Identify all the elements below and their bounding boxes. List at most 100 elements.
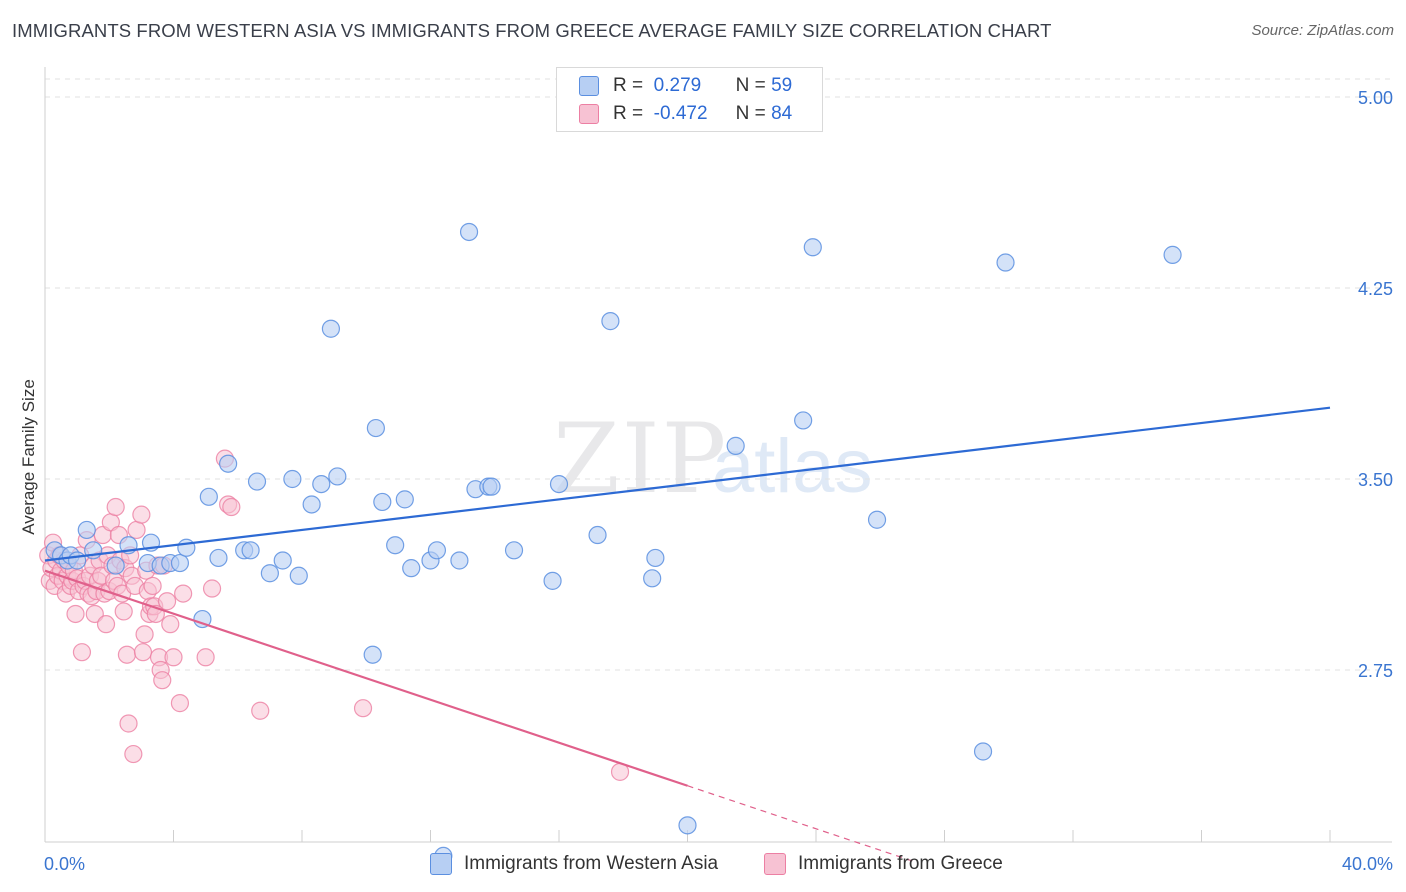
western-asia-point — [402, 559, 421, 578]
gridlines — [45, 78, 1392, 671]
western-asia-point — [260, 564, 279, 583]
greece-point — [66, 604, 85, 624]
greece-point — [135, 625, 154, 644]
greece-point — [143, 576, 162, 596]
greece-point — [251, 701, 270, 720]
western-asia-point — [803, 238, 822, 257]
legend-row-greece: R = -0.472 N = 84 — [579, 101, 792, 127]
western-asia-point — [177, 538, 196, 557]
western-asia-point — [68, 551, 87, 570]
western-asia-point — [106, 556, 125, 575]
western-asia-point — [395, 490, 414, 509]
greece-points — [39, 449, 630, 781]
western-asia-point — [366, 418, 385, 438]
trendlines — [44, 406, 1331, 862]
western-asia-point — [450, 551, 469, 570]
watermark: ZIP atlas — [553, 403, 873, 515]
western-asia-point — [643, 569, 662, 588]
greece-point — [133, 643, 153, 662]
greece-point — [127, 520, 146, 540]
legend-swatch-blue — [579, 76, 599, 96]
bottom-legend-label: Immigrants from Western Asia — [464, 853, 719, 874]
axis-labels: 2.75 3.50 4.25 5.00 0.0% 40.0% Average Family … — [19, 88, 1393, 874]
legend-swatch-pink — [579, 104, 599, 124]
legend-n-value: 84 — [771, 103, 793, 124]
bottom-legend-western-asia: Immigrants from Western Asia — [430, 851, 718, 877]
greece-trendline — [44, 569, 688, 787]
western-asia-point — [459, 222, 479, 242]
western-asia-point — [77, 520, 96, 540]
western-asia-point — [209, 548, 228, 568]
y-tick-label: 4.25 — [1358, 279, 1393, 299]
western-asia-point — [386, 536, 405, 555]
western-asia-point — [482, 477, 501, 496]
greece-point — [196, 648, 215, 667]
western-asia-point — [373, 492, 392, 512]
western-asia-point — [549, 474, 569, 494]
western-asia-point — [170, 553, 190, 573]
western-asia-point — [867, 510, 887, 529]
western-asia-point — [504, 541, 524, 560]
watermark-atlas: atlas — [712, 424, 873, 509]
greece-point — [132, 505, 151, 524]
greece-point — [170, 694, 190, 713]
western-asia-point — [363, 645, 382, 664]
western-asia-point — [427, 541, 447, 560]
western-asia-point — [302, 495, 321, 514]
bottom-legend-greece: Immigrants from Greece — [764, 851, 1003, 877]
greece-point — [72, 643, 92, 662]
western-asia-point — [1163, 245, 1182, 264]
x-tick-label-max: 40.0% — [1342, 854, 1393, 874]
western-asia-point — [219, 454, 238, 473]
western-asia-point — [193, 609, 212, 629]
western-asia-point — [247, 472, 267, 491]
legend-r-label: R = — [613, 103, 644, 124]
legend-n-label: N = — [735, 75, 766, 96]
greece-point — [174, 584, 193, 603]
bottom-legend-swatch-blue — [430, 853, 452, 875]
greece-point — [161, 615, 180, 634]
greece-point — [114, 602, 133, 621]
western-asia-point — [328, 467, 347, 486]
greece-point — [106, 497, 125, 517]
y-tick-label: 2.75 — [1358, 661, 1393, 681]
western-asia-point — [678, 816, 697, 835]
axes — [44, 67, 1392, 843]
legend-r-value: 0.279 — [653, 75, 702, 96]
chart-title: IMMIGRANTS FROM WESTERN ASIA VS IMMIGRAN… — [12, 20, 1052, 41]
western-asia-point — [283, 469, 302, 489]
western-asia-trendline — [44, 406, 1331, 562]
western-asia-point — [543, 571, 562, 590]
legend-r-value: -0.472 — [653, 103, 708, 124]
greece-trendline-extension — [687, 785, 913, 862]
x-tick-label-min: 0.0% — [44, 854, 85, 874]
western-asia-point — [588, 525, 607, 545]
greece-point — [85, 604, 104, 624]
bottom-legend-label: Immigrants from Greece — [798, 853, 1003, 874]
y-tick-label: 3.50 — [1358, 470, 1393, 490]
greece-point — [222, 497, 241, 517]
western-asia-point — [289, 566, 308, 585]
legend-n-label: N = — [735, 103, 766, 124]
western-asia-point — [794, 411, 813, 430]
source-credit: Source: ZipAtlas.com — [1251, 22, 1394, 39]
western-asia-point — [726, 436, 745, 455]
greece-point — [153, 671, 172, 690]
legend-row-western-asia: R = 0.279 N = 59 — [579, 73, 792, 99]
western-asia-point — [241, 541, 260, 560]
greece-point — [124, 744, 143, 764]
greece-point — [202, 579, 222, 598]
greece-point — [164, 648, 183, 667]
western-asia-point — [321, 319, 341, 338]
y-axis-label: Average Family Size — [19, 379, 38, 535]
western-asia-point — [199, 487, 218, 506]
legend-n-value: 59 — [771, 75, 793, 96]
watermark-zip: ZIP — [553, 403, 728, 515]
western-asia-point — [312, 474, 331, 494]
western-asia-point — [973, 742, 993, 761]
greece-point — [96, 615, 116, 634]
greece-point — [157, 592, 177, 611]
y-tick-label: 5.00 — [1358, 88, 1393, 108]
western-asia-point — [273, 551, 292, 570]
